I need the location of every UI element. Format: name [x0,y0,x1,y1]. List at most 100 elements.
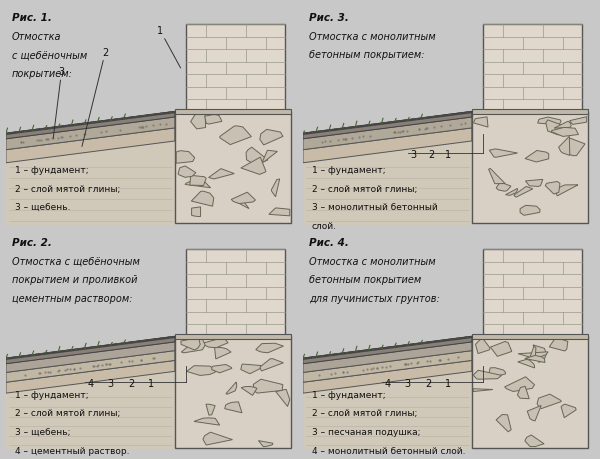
Polygon shape [241,157,266,174]
Polygon shape [276,389,290,406]
Bar [175,336,291,448]
Polygon shape [533,345,547,362]
Text: для пучинистых грунтов:: для пучинистых грунтов: [309,294,440,304]
Polygon shape [6,117,175,150]
Polygon shape [176,151,194,163]
Bar [175,334,291,339]
Bar [472,336,588,448]
Polygon shape [473,389,493,392]
Polygon shape [231,192,256,203]
Polygon shape [475,337,490,353]
Polygon shape [303,371,472,450]
Text: Рис. 1.: Рис. 1. [12,13,52,23]
Text: Рис. 4.: Рис. 4. [309,238,349,248]
Polygon shape [505,377,535,392]
Polygon shape [525,355,545,363]
Bar [472,334,588,339]
Polygon shape [303,117,472,150]
Polygon shape [191,191,214,206]
Polygon shape [545,181,560,194]
Text: 2: 2 [428,150,434,160]
Polygon shape [215,347,231,359]
Polygon shape [203,432,232,445]
Polygon shape [271,179,280,197]
Polygon shape [263,150,277,162]
Polygon shape [564,138,585,156]
Polygon shape [256,343,283,353]
Polygon shape [191,207,200,217]
Polygon shape [517,386,529,399]
Text: 3: 3 [107,380,114,389]
Text: Отмостка с монолитным: Отмостка с монолитным [309,257,436,267]
Polygon shape [202,337,228,348]
Text: 1: 1 [148,380,155,389]
Polygon shape [206,404,215,415]
Polygon shape [212,364,232,373]
Polygon shape [554,121,571,128]
Polygon shape [181,337,200,350]
Polygon shape [569,117,587,124]
Text: 1 – фундамент;: 1 – фундамент; [15,391,88,400]
Text: 1: 1 [157,26,181,68]
Text: 1: 1 [445,380,452,389]
Text: бетонным покрытием:: бетонным покрытием: [309,50,424,61]
Polygon shape [259,441,273,447]
Text: цементным раствором:: цементным раствором: [12,294,133,304]
Polygon shape [488,168,505,184]
Polygon shape [6,336,175,364]
Polygon shape [6,336,175,359]
Text: Отмостка с щебёночным: Отмостка с щебёночным [12,257,140,267]
Polygon shape [303,141,472,225]
Text: с щебёночным: с щебёночным [12,50,87,61]
Text: покрытием:: покрытием: [12,69,73,79]
Text: 3 – щебень.: 3 – щебень. [15,203,70,212]
Polygon shape [194,418,220,425]
Text: Рис. 2.: Рис. 2. [12,238,52,248]
Polygon shape [527,405,541,421]
Polygon shape [209,169,235,179]
Text: 3 – песчаная подушка;: 3 – песчаная подушка; [312,428,420,437]
Polygon shape [260,358,283,371]
Text: 1 – фундамент;: 1 – фундамент; [312,391,385,400]
Text: 2 – слой мятой глины;: 2 – слой мятой глины; [312,409,417,419]
Polygon shape [241,364,262,374]
Polygon shape [190,175,206,185]
Polygon shape [556,185,578,196]
Bar [472,109,588,114]
Polygon shape [303,351,472,382]
Polygon shape [6,112,175,139]
Text: 4: 4 [88,380,94,389]
Polygon shape [546,120,571,135]
Polygon shape [520,205,540,215]
Polygon shape [6,141,175,225]
Polygon shape [489,149,518,157]
Polygon shape [253,379,283,393]
Polygon shape [490,341,512,356]
Bar [472,112,588,223]
Polygon shape [473,117,488,127]
Polygon shape [226,382,237,394]
Bar [187,24,286,112]
Text: Рис. 3.: Рис. 3. [309,13,349,23]
Text: 4 – монолитный бетонный слой.: 4 – монолитный бетонный слой. [312,447,465,455]
Polygon shape [551,127,578,136]
Bar [175,112,291,223]
Polygon shape [538,117,561,125]
Polygon shape [303,112,472,134]
Polygon shape [181,337,205,353]
Text: 2 – слой мятой глины;: 2 – слой мятой глины; [15,185,120,194]
Polygon shape [185,180,211,188]
Text: Отмостка: Отмостка [12,32,61,42]
Polygon shape [269,208,290,216]
Polygon shape [496,414,511,432]
Polygon shape [220,126,251,145]
Text: 3 – монолитный бетонный: 3 – монолитный бетонный [312,203,437,212]
Polygon shape [559,136,570,156]
Polygon shape [225,402,242,413]
Polygon shape [526,179,543,186]
Polygon shape [529,346,536,359]
Text: 1 – фундамент;: 1 – фундамент; [312,166,385,175]
Polygon shape [518,352,548,358]
Text: слой.: слой. [312,222,337,230]
Polygon shape [6,360,175,393]
